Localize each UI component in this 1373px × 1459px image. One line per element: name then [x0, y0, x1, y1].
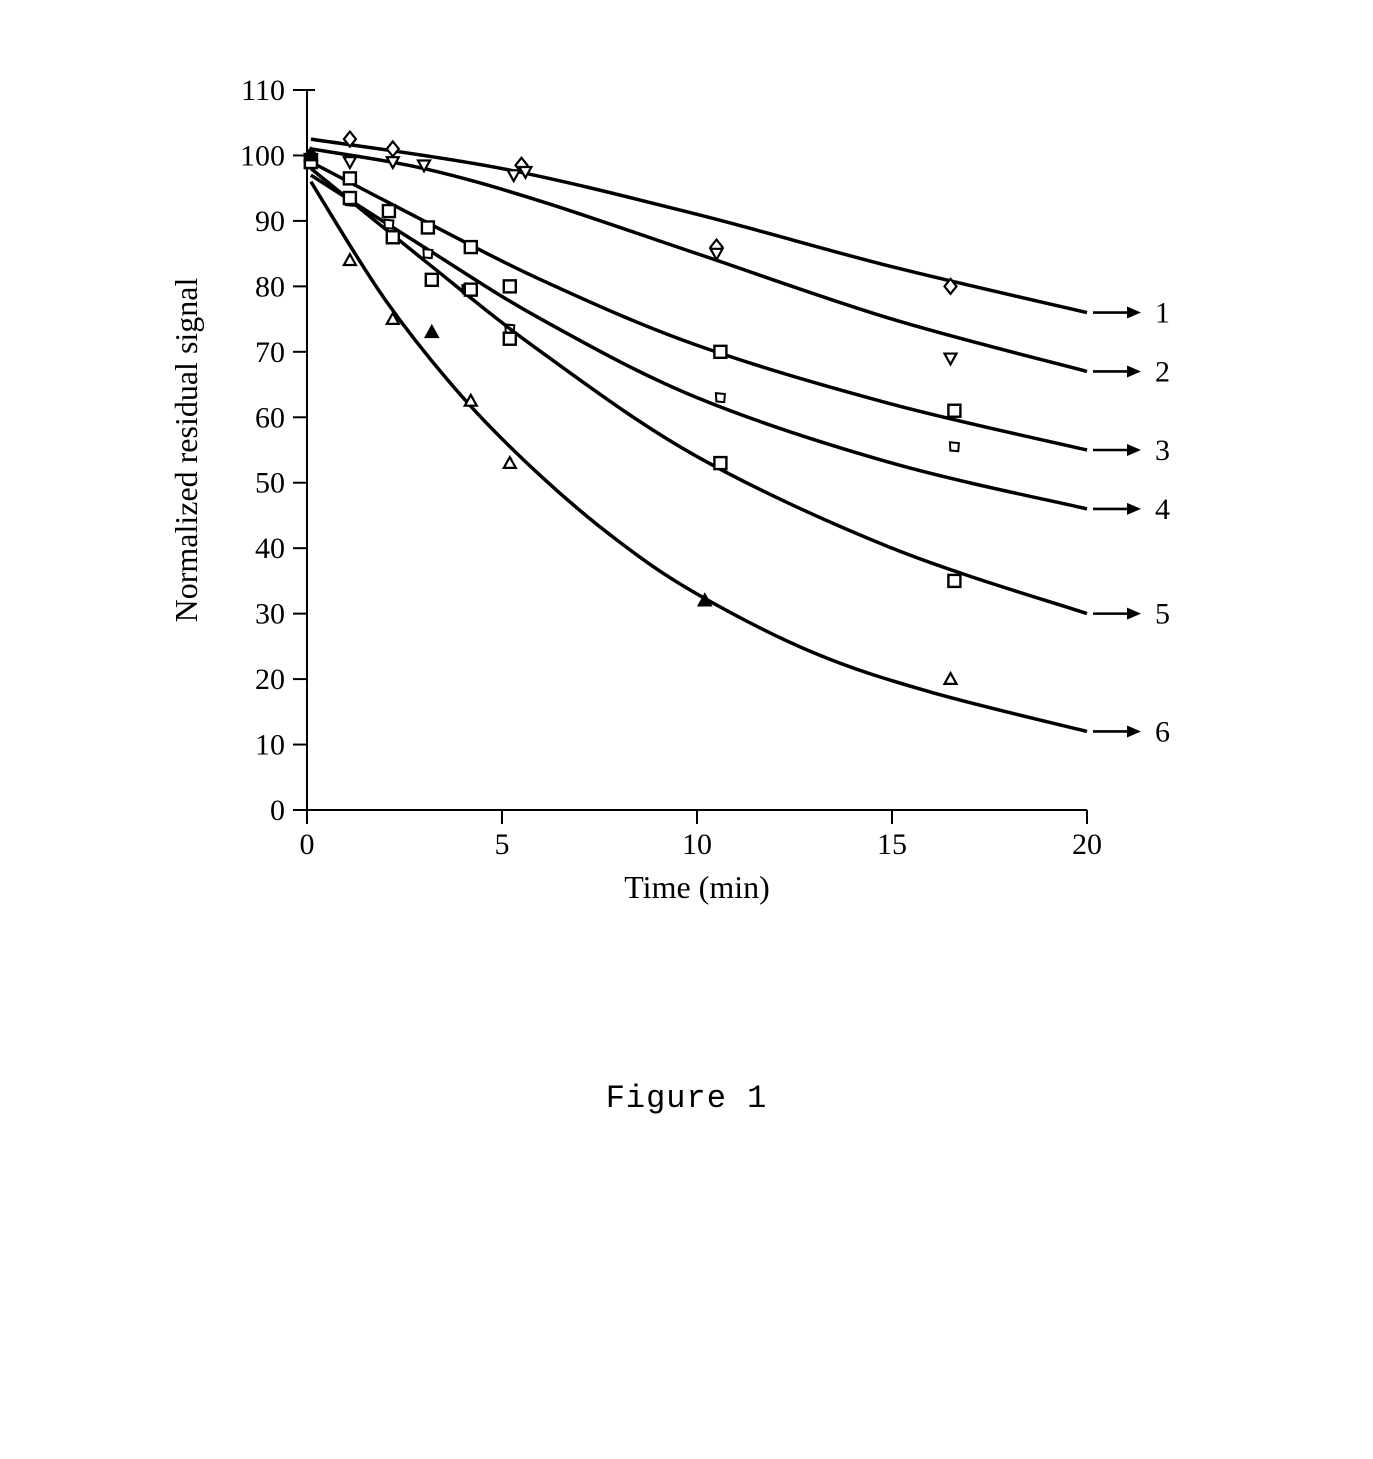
series-label-2: 2 [1155, 355, 1170, 388]
svg-text:Normalized residual signal: Normalized residual signal [168, 278, 204, 623]
svg-text:70: 70 [255, 336, 285, 369]
svg-text:20: 20 [255, 663, 285, 696]
svg-text:90: 90 [255, 205, 285, 238]
series-line-5 [310, 169, 1086, 614]
series-line-3 [310, 162, 1086, 450]
series-label-1: 1 [1155, 297, 1170, 330]
svg-text:0: 0 [270, 794, 285, 827]
svg-text:100: 100 [240, 139, 285, 172]
svg-text:30: 30 [255, 598, 285, 631]
svg-text:80: 80 [255, 270, 285, 303]
svg-text:10: 10 [255, 729, 285, 762]
chart-container: 010203040506070809010011005101520Time (m… [137, 40, 1237, 940]
svg-text:Time (min): Time (min) [624, 869, 770, 905]
svg-text:40: 40 [255, 532, 285, 565]
series-label-4: 4 [1155, 493, 1170, 526]
svg-text:110: 110 [241, 74, 285, 107]
svg-text:5: 5 [494, 828, 509, 861]
series-label-5: 5 [1155, 598, 1170, 631]
svg-text:50: 50 [255, 467, 285, 500]
line-chart: 010203040506070809010011005101520Time (m… [137, 40, 1237, 940]
svg-text:15: 15 [877, 828, 907, 861]
series-label-3: 3 [1155, 434, 1170, 467]
svg-text:0: 0 [299, 828, 314, 861]
svg-text:60: 60 [255, 401, 285, 434]
figure-caption: Figure 1 [606, 1080, 768, 1117]
svg-text:10: 10 [682, 828, 712, 861]
series-label-6: 6 [1155, 715, 1170, 748]
svg-text:20: 20 [1072, 828, 1102, 861]
